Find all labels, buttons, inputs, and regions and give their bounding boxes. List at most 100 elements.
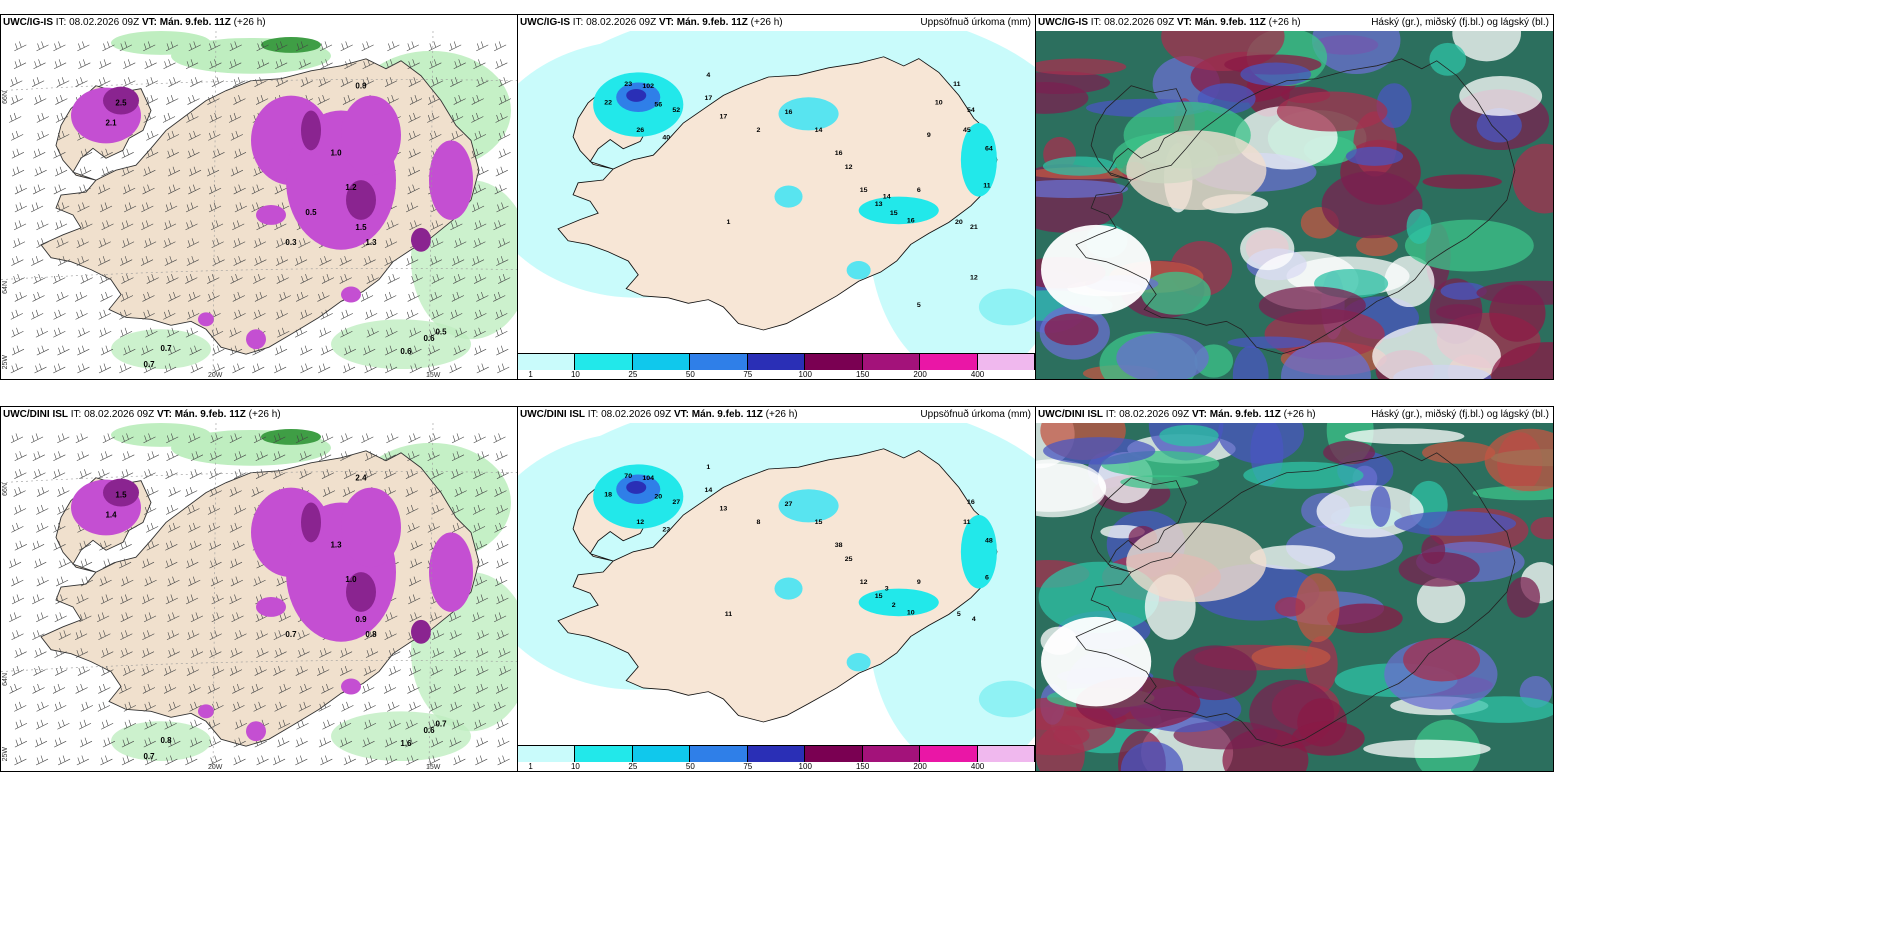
cloud-map — [1036, 31, 1553, 379]
lon-label: 25W — [2, 746, 9, 761]
colorbar-tick-label: 75 — [743, 762, 753, 771]
precip-heavy — [778, 489, 839, 523]
precip-heavy — [778, 97, 839, 131]
value-label: 2.4 — [355, 474, 367, 483]
value-label: 20 — [955, 219, 963, 226]
snow-area — [103, 478, 139, 507]
snow-map: 0.8 0.7 0.7 0.6 1.6 2.4 1.3 1.0 0.9 1.5 1.4 0.7 0.8 6… — [1, 423, 517, 771]
colorbar-tick-label: 200 — [913, 762, 927, 771]
panel-title: UWC/IG-IS IT: 08.02.2026 09Z VT: Mán. 9.… — [1038, 17, 1301, 28]
cloud-area — [1274, 597, 1306, 617]
value-label: 1.2 — [345, 183, 357, 192]
value-label: 5 — [957, 611, 961, 618]
panel-title: UWC/DINI ISL IT: 08.02.2026 09Z VT: Mán.… — [520, 409, 798, 420]
green-area — [111, 31, 211, 55]
value-label: 15 — [815, 519, 823, 526]
colorbar-segment — [862, 746, 921, 762]
cloud-area — [1249, 545, 1336, 570]
colorbar-segment — [862, 354, 921, 370]
lat-label: 64N — [2, 281, 9, 294]
panel-title: UWC/IG-IS IT: 08.02.2026 09Z VT: Mán. 9.… — [3, 17, 266, 28]
value-label: 104 — [642, 475, 654, 482]
cloud-area — [1036, 463, 1107, 512]
cloud-area — [1345, 146, 1404, 166]
colorbar-tick-label: 50 — [685, 762, 695, 771]
cloud-area — [1323, 440, 1376, 465]
value-label: 3 — [885, 586, 889, 593]
colorbar-tick-label: 150 — [855, 370, 870, 379]
precip-map-panel-ig-is: UWC/IG-IS IT: 08.02.2026 09Z VT: Mán. 9.… — [517, 14, 1036, 380]
value-label: 21 — [970, 224, 978, 231]
precip-heavy — [858, 588, 939, 617]
cloud-area — [1394, 511, 1517, 536]
value-label: 12 — [636, 519, 644, 526]
cloud-area — [1484, 428, 1553, 492]
value-label: 6 — [917, 187, 921, 194]
clear-area — [1126, 130, 1267, 210]
cloud-area — [1295, 573, 1340, 643]
colorbar-segment — [518, 354, 576, 370]
value-label: 0.6 — [423, 334, 435, 343]
precip-heavy — [774, 185, 803, 208]
value-label: 17 — [719, 114, 727, 121]
precip-map-panel-dini: UWC/DINI ISL IT: 08.02.2026 09Z VT: Mán.… — [517, 406, 1036, 772]
colorbar-tick-label: 10 — [570, 762, 580, 771]
snow-area — [341, 95, 401, 176]
cloud-area — [1406, 209, 1432, 244]
precip-heavy — [846, 261, 871, 280]
snow-area — [301, 110, 321, 151]
snow-map: 0.7 0.7 0.5 0.6 0.6 0.9 1.0 1.2 1.5 2.5 2.1 0.3 1.3 0… — [1, 31, 517, 379]
colorbar-tick-label: 1 — [528, 762, 533, 771]
colorbar-segment — [977, 354, 1035, 370]
colorbar-segment — [920, 354, 978, 370]
clear-area — [1041, 224, 1152, 315]
value-label: 0.7 — [435, 719, 447, 728]
value-label: 14 — [704, 487, 712, 494]
cloud-area — [1384, 255, 1435, 308]
value-label: 1.5 — [355, 223, 367, 232]
value-label: 17 — [704, 95, 712, 102]
value-label: 0.7 — [285, 630, 297, 639]
precip-heavy — [858, 196, 939, 225]
value-label: 0.3 — [285, 238, 297, 247]
precip-light — [978, 680, 1035, 718]
cloud-area — [1512, 143, 1553, 214]
cloud-area — [1258, 286, 1366, 325]
colorbar-tick-label: 400 — [970, 370, 985, 379]
snow-area — [246, 721, 266, 742]
precip-heavy — [626, 88, 647, 102]
value-label: 1.3 — [365, 238, 377, 247]
green-area — [261, 428, 321, 445]
value-label: 11 — [983, 183, 991, 190]
value-label: 10 — [935, 100, 943, 107]
value-label: 8 — [757, 519, 761, 526]
value-label: 1 — [706, 464, 710, 471]
green-area — [331, 711, 471, 762]
value-label: 23 — [624, 81, 632, 88]
colorbar-segment — [575, 746, 633, 762]
value-label: 15 — [875, 593, 883, 600]
cloud-area — [1240, 227, 1295, 271]
lat-label: 66N — [2, 483, 9, 496]
lat-label: 66N — [2, 91, 9, 104]
cloud-map-panel-ig-is: UWC/IG-IS IT: 08.02.2026 09Z VT: Mán. 9.… — [1035, 14, 1554, 380]
colorbar-tick-label: 200 — [913, 370, 927, 379]
lat-label: 64N — [2, 673, 9, 686]
colorbar-segment — [632, 746, 691, 762]
value-label: 1.6 — [400, 739, 412, 748]
clear-area — [1126, 522, 1267, 602]
green-area — [111, 329, 211, 370]
panel-variable-label: Háský (gr.), miðský (fj.bl.) og lágský (… — [1371, 409, 1549, 420]
cloud-area — [1311, 31, 1401, 75]
cloud-area — [1053, 725, 1090, 746]
cloud-area — [1217, 423, 1305, 464]
value-label: 22 — [604, 100, 612, 107]
cloud-area — [1452, 31, 1522, 62]
panel-variable-label: Háský (gr.), miðský (fj.bl.) og lágský (… — [1371, 17, 1549, 28]
cloud-area — [1372, 323, 1501, 379]
cloud-area — [1356, 234, 1398, 257]
value-label: 45 — [963, 127, 971, 134]
snow-area — [341, 678, 361, 695]
green-area — [111, 721, 211, 762]
green-area — [111, 423, 211, 447]
